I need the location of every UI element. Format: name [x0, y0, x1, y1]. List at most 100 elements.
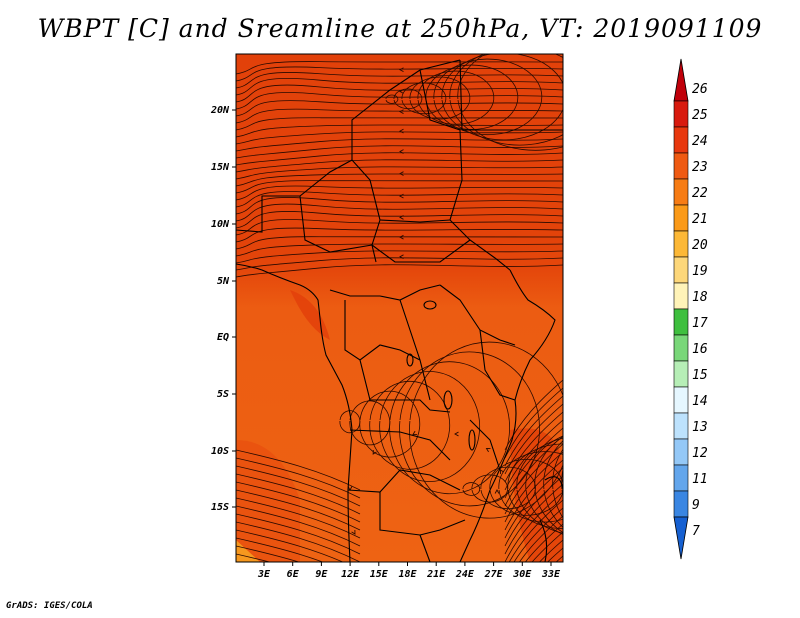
lon-tick-label: 3E: [257, 569, 271, 580]
streamline: [236, 489, 361, 531]
colorbar-swatch: [673, 334, 689, 362]
streamline: [651, 320, 800, 618]
colorbar-swatch: [673, 412, 689, 440]
streamline: [516, 437, 563, 534]
colorbar-label: 18: [692, 290, 708, 305]
streamline-arrow: [588, 550, 591, 554]
lon-tick-label: 12E: [341, 569, 360, 580]
colorbar-top-arrow: [673, 58, 689, 102]
streamline: [504, 475, 563, 547]
wbpt-southwest-patch: [236, 440, 300, 562]
streamline: [504, 491, 563, 562]
streamline: [236, 513, 361, 555]
streamline: [504, 427, 563, 499]
streamline: [236, 236, 563, 250]
streamline-arrow: [485, 447, 491, 453]
streamline: [236, 185, 563, 201]
streamline: [236, 481, 361, 523]
colorbar-swatch: [673, 100, 689, 128]
colorbar-swatch: [673, 152, 689, 180]
streamline: [379, 371, 481, 482]
streamline: [236, 553, 272, 562]
streamline: [504, 419, 563, 491]
streamline: [236, 465, 361, 507]
colorbar-label: 25: [692, 108, 708, 123]
streamline-arrow: [399, 193, 404, 199]
streamline: [441, 54, 563, 141]
streamline: [508, 499, 563, 562]
streamline-arrow: [451, 592, 455, 596]
streamline: [236, 100, 563, 117]
colorbar-swatch: [673, 230, 689, 258]
streamline: [555, 555, 563, 562]
chart-title: WBPT [C] and Sreamline at 250hPa, VT: 20…: [37, 14, 763, 43]
streamline: [409, 76, 471, 120]
streamline: [236, 473, 361, 515]
streamline: [236, 203, 563, 222]
streamline: [462, 482, 481, 496]
country-borders: [236, 59, 563, 562]
lat-tick-label: 15S: [211, 502, 229, 513]
streamline-arrow: [399, 89, 404, 94]
streamline: [236, 61, 563, 75]
streamline-arrow: [494, 489, 500, 494]
colorbar-label: 19: [692, 264, 708, 279]
lat-tick-label: 10N: [211, 219, 230, 230]
streamline-arrow: [499, 469, 505, 475]
streamline-arrow: [454, 431, 459, 437]
lon-tick-label: 21E: [426, 569, 446, 580]
streamline: [538, 539, 563, 562]
wbpt-north-patch: [236, 54, 563, 260]
footer-credit: GrADS: IGES/COLA: [6, 601, 93, 611]
streamline: [504, 467, 563, 539]
streamline: [504, 451, 563, 523]
lat-tick-label: 15N: [211, 162, 230, 173]
streamline-arrow: [399, 215, 404, 220]
streamline: [359, 390, 421, 458]
streamline: [236, 449, 361, 491]
colorbar-label: 13: [692, 420, 708, 435]
streamlines: [236, 54, 800, 618]
streamline: [525, 435, 563, 535]
streamline: [236, 545, 301, 562]
streamline: [236, 180, 563, 194]
streamline: [236, 124, 563, 138]
colorbar-label: 24: [692, 134, 708, 149]
streamline: [504, 459, 563, 531]
streamline: [236, 497, 361, 539]
colorbar-label: 7: [692, 524, 700, 539]
streamline: [236, 457, 361, 499]
streamline: [552, 448, 563, 519]
streamline: [615, 351, 800, 609]
streamline: [236, 227, 563, 243]
lon-tick-label: 9E: [315, 569, 328, 580]
streamline: [236, 152, 563, 166]
colorbar-swatch: [673, 490, 689, 518]
streamline: [433, 58, 543, 136]
colorbar-swatch: [673, 178, 689, 206]
streamline: [504, 403, 563, 475]
colorbar-swatch: [673, 126, 689, 154]
colorbar-label: 22: [692, 186, 708, 201]
colorbar-swatch: [673, 282, 689, 310]
streamline: [580, 382, 800, 582]
streamline: [236, 117, 563, 131]
latitude-axis: 20N 15N 10N 5N EQ 5S 10S 15S: [210, 105, 236, 513]
streamline: [504, 483, 563, 555]
streamline: [417, 70, 495, 125]
colorbar-swatch: [673, 204, 689, 232]
longitude-axis: 3E 6E 9E 12E 15E 18E 21E 24E 27E 30E 33E: [257, 562, 561, 580]
streamline: [401, 82, 447, 115]
lon-tick-label: 6E: [287, 569, 300, 580]
streamline-arrow: [399, 109, 404, 114]
streamline: [642, 328, 800, 618]
lon-tick-label: 15E: [370, 569, 389, 580]
streamline: [457, 54, 563, 151]
streamline: [498, 451, 563, 523]
streamline-arrow: [399, 149, 404, 154]
streamline: [236, 66, 563, 82]
lon-tick-label: 24E: [455, 569, 475, 580]
wbpt-cool-corner: [236, 540, 260, 562]
colorbar-bottom-arrow: [673, 516, 689, 560]
